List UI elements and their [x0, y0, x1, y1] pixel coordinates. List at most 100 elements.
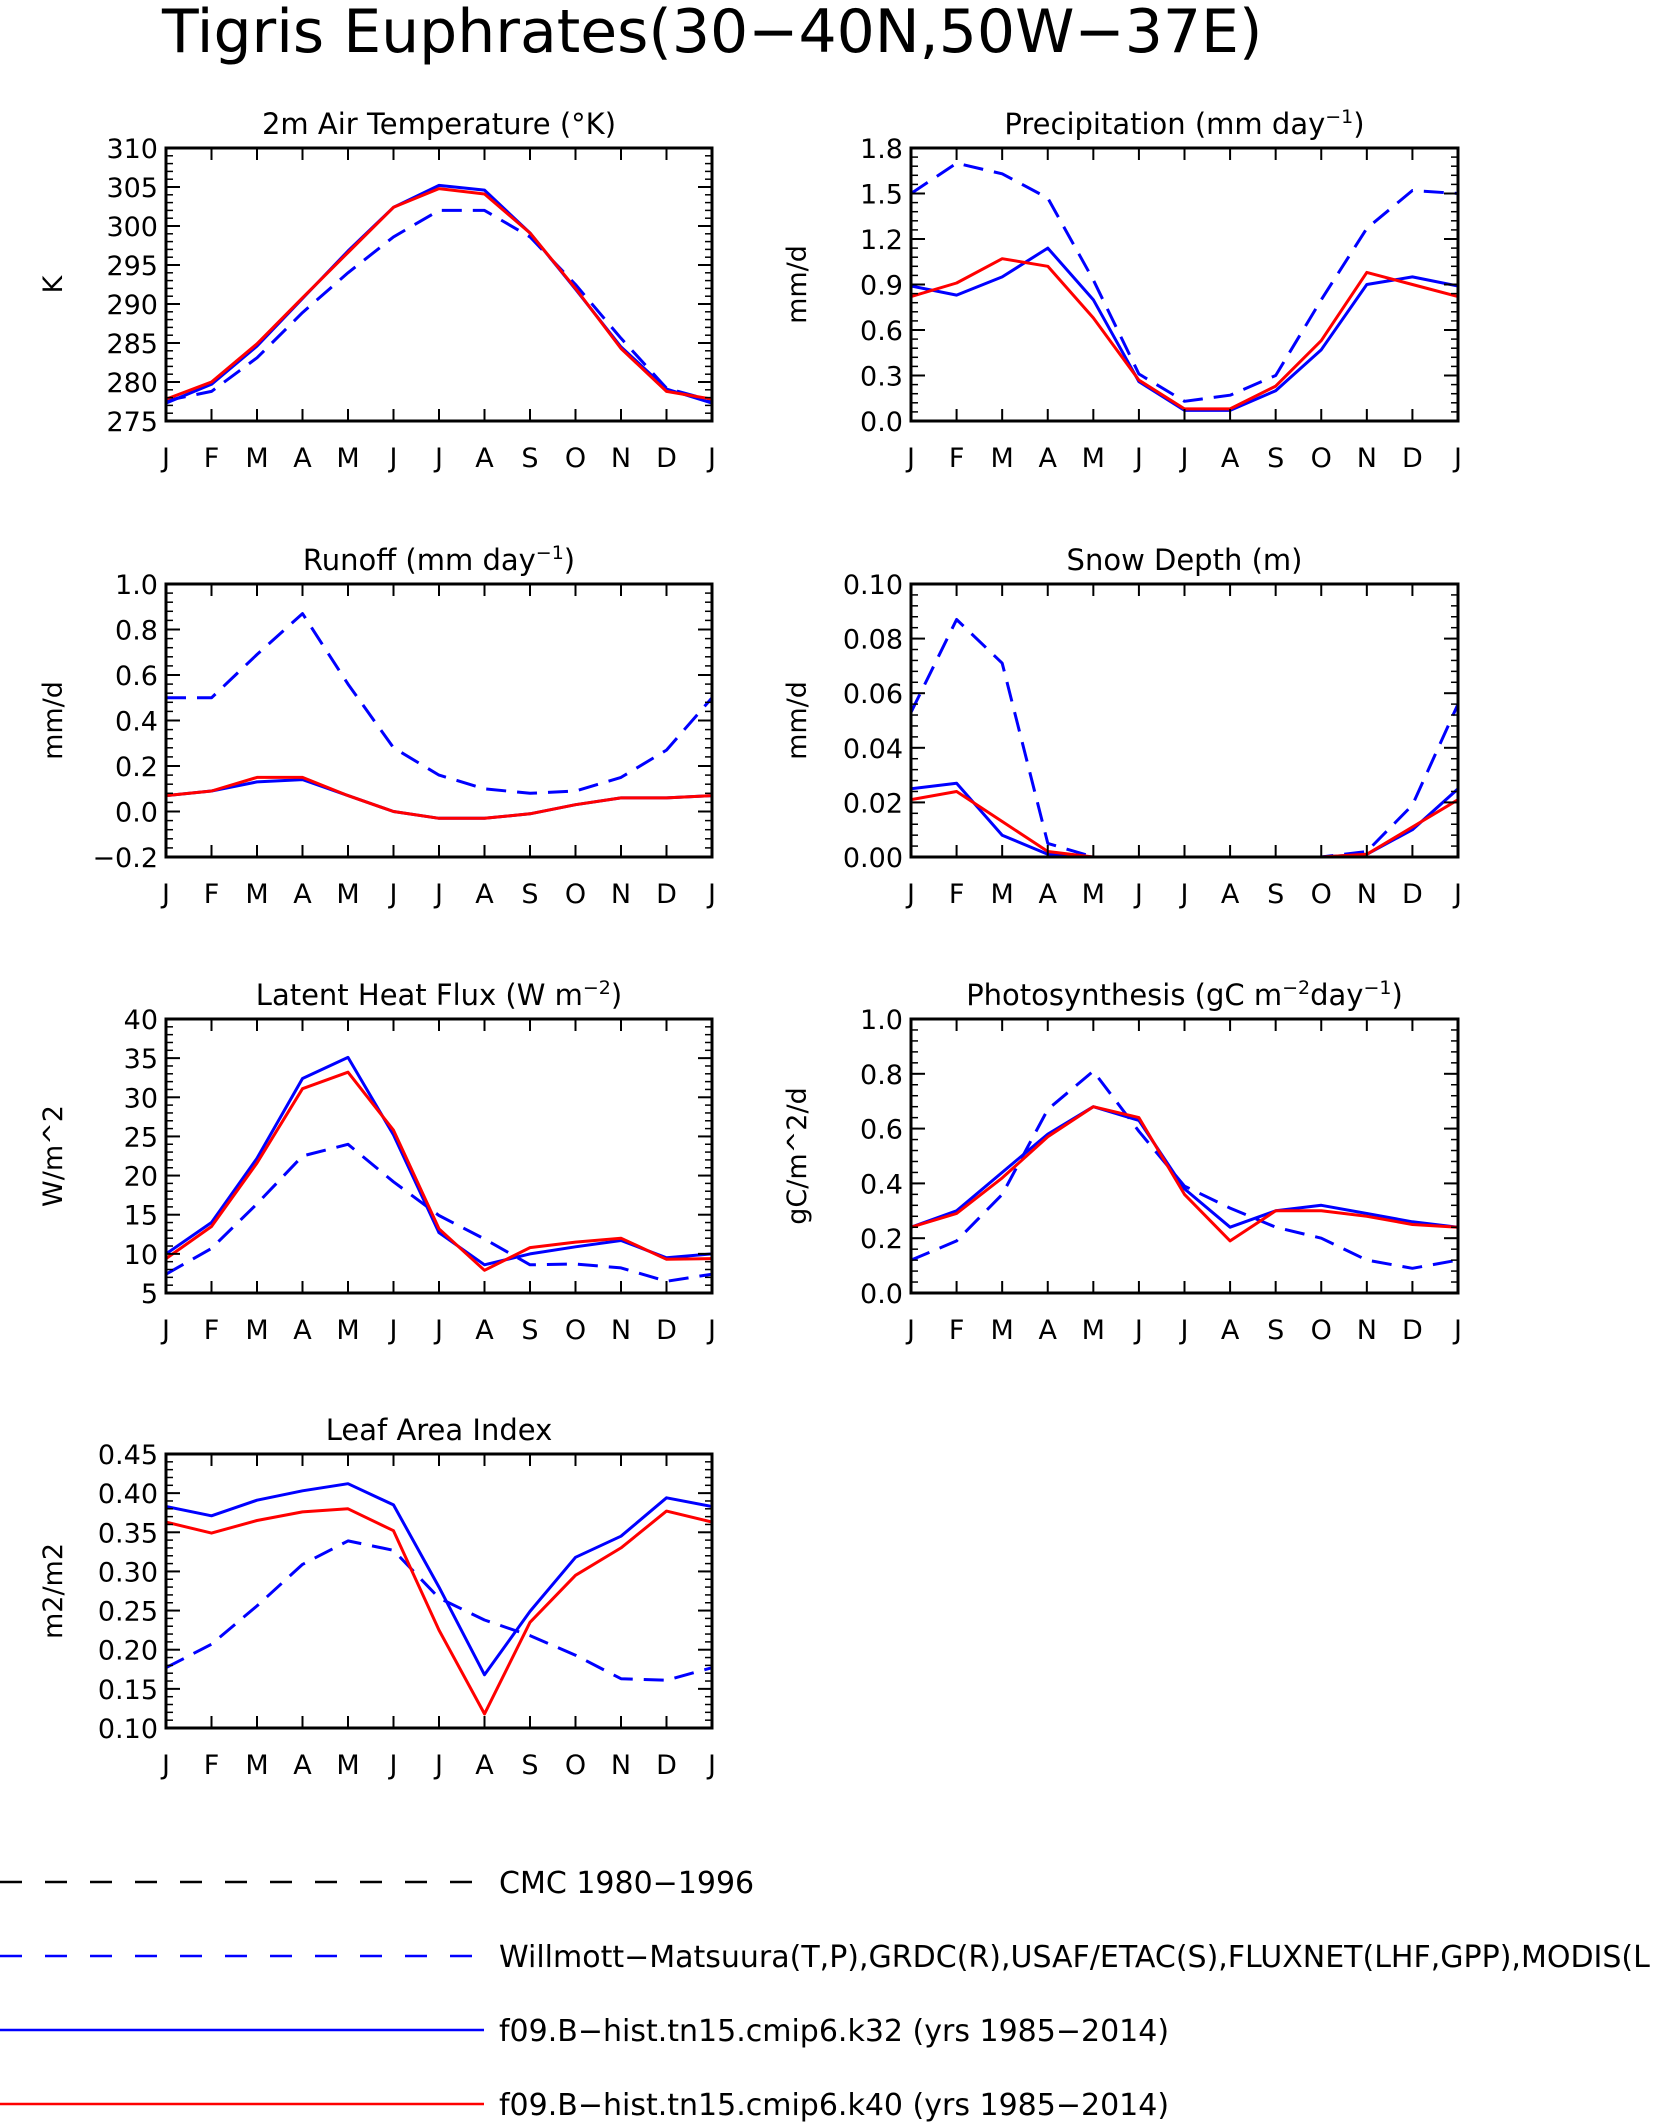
y-tick-label: 0.6 [115, 661, 158, 692]
series-group [166, 183, 712, 405]
x-tick-label: S [521, 879, 538, 910]
y-tick-label: 0.0 [860, 407, 903, 438]
y-tick-label: 0.35 [98, 1518, 158, 1549]
x-tick-label: A [293, 443, 312, 474]
x-tick-label: A [1039, 1315, 1058, 1346]
x-tick-label: J [1133, 879, 1143, 910]
x-tick-label: F [204, 879, 220, 910]
x-tick-label: A [475, 879, 494, 910]
x-tick-label: A [1221, 879, 1240, 910]
y-tick-label: 0.2 [860, 1224, 903, 1255]
y-tick-label: 0.00 [843, 843, 903, 874]
figure-title: Tigris Euphrates(30−40N,50W−37E) [161, 0, 1262, 67]
panel-title: Latent Heat Flux (W m−2) [256, 977, 622, 1012]
y-tick-label: 0.4 [115, 707, 158, 738]
x-tick-label: J [433, 879, 443, 910]
y-tick-label: 1.0 [115, 570, 158, 601]
x-tick-label: D [1402, 879, 1423, 910]
x-tick-label: N [611, 879, 631, 910]
x-tick-label: J [905, 443, 915, 474]
y-tick-label: 0.8 [860, 1060, 903, 1091]
x-tick-label: A [293, 1315, 312, 1346]
series-line [911, 618, 1458, 857]
y-tick-label: 295 [106, 251, 158, 282]
y-tick-label: 0.08 [843, 625, 903, 656]
x-tick-label: A [475, 1750, 494, 1781]
y-tick-label: 0.40 [98, 1479, 158, 1510]
x-tick-label: F [204, 1315, 220, 1346]
y-tick-label: 280 [106, 368, 158, 399]
x-tick-label: F [204, 1750, 220, 1781]
panel-2: Precipitation (mm day−1)J F M A M J J A S O N D J0.0… [782, 106, 1462, 474]
panel-title: 2m Air Temperature (°K) [262, 107, 616, 141]
series-group [911, 1069, 1458, 1270]
x-tick-label: J [160, 1750, 170, 1781]
y-tick-label: 25 [124, 1122, 158, 1153]
x-tick-label: J [1179, 879, 1189, 910]
series-line [166, 612, 712, 795]
x-tick-label: D [656, 1315, 677, 1346]
x-tick-label: A [1221, 443, 1240, 474]
x-tick-label: O [565, 879, 586, 910]
x-tick-label: A [1039, 443, 1058, 474]
plot-frame [164, 1452, 714, 1730]
series-group [911, 618, 1458, 857]
y-tick-label: 0.10 [843, 570, 903, 601]
panel-title: Runoff (mm day−1) [303, 542, 575, 577]
x-tick-label: N [611, 443, 631, 474]
x-tick-label: M [1082, 1315, 1105, 1346]
series-group [166, 1055, 712, 1283]
x-tick-label: S [1267, 1315, 1284, 1346]
x-tick-label: A [475, 443, 494, 474]
series-line [166, 1142, 712, 1283]
y-tick-label: 0.10 [98, 1714, 158, 1745]
x-tick-label: M [245, 1750, 268, 1781]
plot-frame [164, 582, 714, 859]
y-tick-label: 15 [124, 1201, 158, 1232]
series-line [911, 1105, 1458, 1229]
x-tick-label: O [1311, 1315, 1332, 1346]
x-tick-label: M [991, 1315, 1014, 1346]
x-tick-label: N [611, 1750, 631, 1781]
legend-label: f09.B−hist.tn15.cmip6.k32 (yrs 1985−2014… [499, 2014, 1169, 2049]
x-tick-label: A [293, 879, 312, 910]
x-tick-label: M [336, 1750, 359, 1781]
series-line [166, 1507, 712, 1716]
panel-4: Snow Depth (m)J F M A M J J A S O N D J0.000.020.040… [782, 543, 1462, 910]
series-line [911, 1069, 1458, 1270]
y-tick-label: 290 [106, 290, 158, 321]
y-axis-label: m2/m2 [38, 1543, 69, 1639]
series-line [166, 208, 712, 403]
x-tick-label: J [1452, 1315, 1462, 1346]
y-tick-label: 0.8 [115, 616, 158, 647]
y-tick-label: 275 [106, 407, 158, 438]
series-line [911, 246, 1458, 412]
y-tick-label: 1.2 [860, 225, 903, 256]
y-tick-label: 300 [106, 212, 158, 243]
x-tick-label: O [1311, 879, 1332, 910]
x-tick-label: J [1133, 1315, 1143, 1346]
x-tick-label: J [706, 443, 716, 474]
y-axis-label: mm/d [782, 245, 813, 324]
x-tick-label: J [706, 1750, 716, 1781]
panel-5: Latent Heat Flux (W m−2)J F M A M J J A S O N D J510… [38, 977, 716, 1346]
x-tick-label: A [475, 1315, 494, 1346]
y-tick-label: 0.02 [843, 788, 903, 819]
y-tick-label: 40 [124, 1005, 158, 1036]
y-tick-label: 0.20 [98, 1636, 158, 1667]
x-tick-label: S [1267, 443, 1284, 474]
x-tick-label: J [905, 879, 915, 910]
x-tick-label: J [433, 1750, 443, 1781]
panel-3: Runoff (mm day−1)J F M A M J J A S O N D J−0.20.00.2… [38, 542, 716, 910]
series-line [166, 775, 712, 820]
y-axis-label: mm/d [38, 681, 69, 760]
x-tick-label: J [1179, 1315, 1189, 1346]
y-axis-label: gC/m^2/d [782, 1087, 813, 1224]
plot-frame [909, 146, 1460, 423]
x-tick-label: D [1402, 443, 1423, 474]
x-tick-label: M [991, 443, 1014, 474]
x-tick-label: S [521, 1750, 538, 1781]
x-tick-label: A [1039, 879, 1058, 910]
series-line [166, 1482, 712, 1677]
